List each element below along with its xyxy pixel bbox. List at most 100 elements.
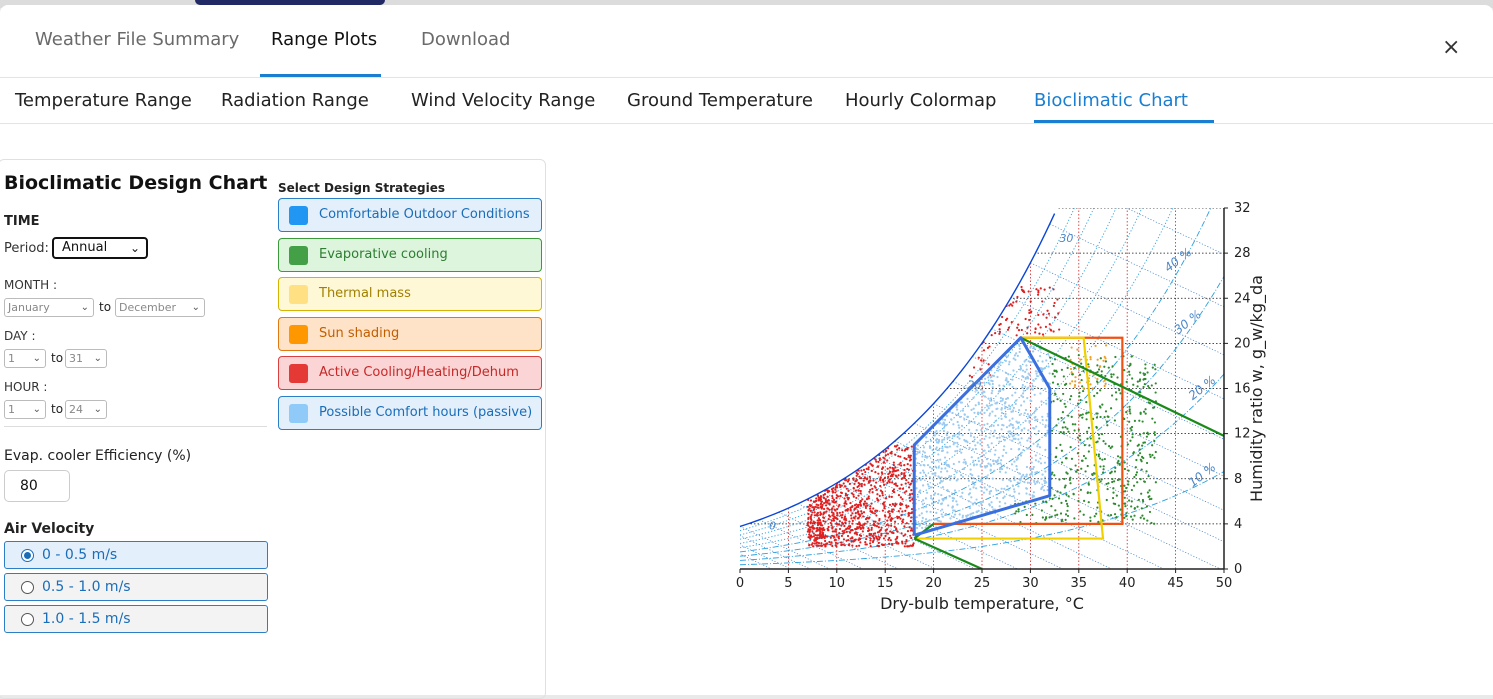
data-point <box>1130 425 1134 429</box>
data-point <box>949 517 952 520</box>
data-point <box>843 529 846 532</box>
data-point <box>1004 412 1007 415</box>
tab-bioclimatic-chart[interactable]: Bioclimatic Chart <box>1034 90 1188 111</box>
tab-download[interactable]: Download <box>421 29 511 50</box>
day-label: DAY : <box>4 329 36 343</box>
data-point <box>888 478 891 481</box>
data-point <box>928 519 931 522</box>
data-point <box>1013 490 1016 493</box>
tab-ground-temperature[interactable]: Ground Temperature <box>627 90 813 111</box>
data-point <box>1024 408 1028 412</box>
data-point <box>864 506 868 510</box>
data-point <box>883 476 887 479</box>
strategy-button[interactable]: Active Cooling/Heating/Dehum <box>278 356 542 391</box>
data-point <box>818 529 821 532</box>
data-point <box>1060 449 1064 452</box>
data-point <box>946 431 949 434</box>
strategy-button[interactable]: Sun shading <box>278 316 542 351</box>
hour-to-select[interactable]: 24 ⌄ <box>65 400 107 419</box>
data-point <box>1078 391 1081 394</box>
data-point <box>1077 428 1080 432</box>
data-point <box>1142 410 1146 413</box>
data-point <box>1026 481 1029 484</box>
data-point <box>897 510 900 513</box>
data-point <box>1053 494 1056 497</box>
tab-wind-velocity-range[interactable]: Wind Velocity Range <box>411 90 596 111</box>
data-point <box>1130 500 1133 503</box>
data-point <box>867 466 870 469</box>
data-point <box>999 491 1002 494</box>
data-point <box>884 534 887 537</box>
evap-efficiency-input[interactable]: 80 <box>4 470 70 502</box>
air-velocity-option[interactable]: 0 - 0.5 m/s <box>4 541 268 569</box>
data-point <box>993 453 996 456</box>
data-point <box>1073 367 1076 370</box>
to-label: to <box>51 402 64 416</box>
data-point <box>817 517 821 520</box>
tab-temperature-range[interactable]: Temperature Range <box>15 90 192 111</box>
data-point <box>1097 520 1100 523</box>
data-point <box>903 472 906 475</box>
month-to-select[interactable]: December ⌄ <box>115 298 205 317</box>
month-from-select[interactable]: January ⌄ <box>4 298 94 317</box>
data-point <box>867 529 870 532</box>
data-point <box>1081 389 1085 393</box>
period-select[interactable]: Annual ⌄ <box>52 237 148 259</box>
data-point <box>1083 444 1086 447</box>
comfort-zone <box>912 336 1052 537</box>
data-point <box>1098 457 1102 460</box>
data-point <box>1148 453 1152 456</box>
data-point <box>1074 380 1077 383</box>
day-to-select[interactable]: 31 ⌄ <box>65 349 107 368</box>
data-point <box>989 412 992 415</box>
data-point <box>881 509 885 512</box>
day-from-select[interactable]: 1 ⌄ <box>4 349 46 368</box>
data-point <box>1034 471 1037 474</box>
data-point <box>999 322 1002 326</box>
wet-bulb-line <box>952 381 1224 569</box>
data-point <box>842 531 846 534</box>
hour-from-select[interactable]: 1 ⌄ <box>4 400 46 419</box>
divider <box>4 426 267 427</box>
data-point <box>811 530 814 533</box>
data-point <box>855 474 858 477</box>
data-point <box>1015 510 1018 513</box>
data-point <box>901 449 904 452</box>
data-point <box>875 537 878 540</box>
tab-hourly-colormap[interactable]: Hourly Colormap <box>845 90 997 111</box>
data-point <box>1020 454 1023 457</box>
data-point <box>879 477 882 481</box>
data-point <box>983 381 986 384</box>
air-velocity-option[interactable]: 0.5 - 1.0 m/s <box>4 573 268 601</box>
data-point <box>888 514 892 518</box>
data-point <box>1148 489 1151 492</box>
data-point <box>1034 409 1037 412</box>
data-point <box>854 507 857 510</box>
tab-range-plots[interactable]: Range Plots <box>271 29 378 50</box>
tab-radiation-range[interactable]: Radiation Range <box>221 90 369 111</box>
data-point <box>1016 481 1019 484</box>
tab-weather-file-summary[interactable]: Weather File Summary <box>35 29 240 50</box>
data-point <box>874 471 877 474</box>
data-point <box>1076 348 1079 351</box>
data-point <box>921 519 924 523</box>
strategy-button[interactable]: Evaporative cooling <box>278 237 542 272</box>
close-icon[interactable]: × <box>1442 35 1461 60</box>
data-point <box>1089 437 1092 440</box>
data-point <box>1041 300 1044 303</box>
data-point <box>972 511 975 515</box>
strategy-button[interactable]: Thermal mass <box>278 277 542 312</box>
data-point <box>859 504 863 507</box>
data-point <box>1056 490 1059 493</box>
data-point <box>969 488 972 491</box>
data-point <box>1040 400 1043 403</box>
data-point <box>941 441 944 444</box>
data-point <box>816 536 819 540</box>
data-point <box>997 456 1000 459</box>
air-velocity-option[interactable]: 1.0 - 1.5 m/s <box>4 605 268 633</box>
data-point <box>937 493 940 496</box>
strategy-button[interactable]: Comfortable Outdoor Conditions <box>278 198 542 232</box>
strategy-button[interactable]: Possible Comfort hours (passive) <box>278 396 542 430</box>
data-point <box>961 475 965 478</box>
data-point <box>867 468 870 471</box>
